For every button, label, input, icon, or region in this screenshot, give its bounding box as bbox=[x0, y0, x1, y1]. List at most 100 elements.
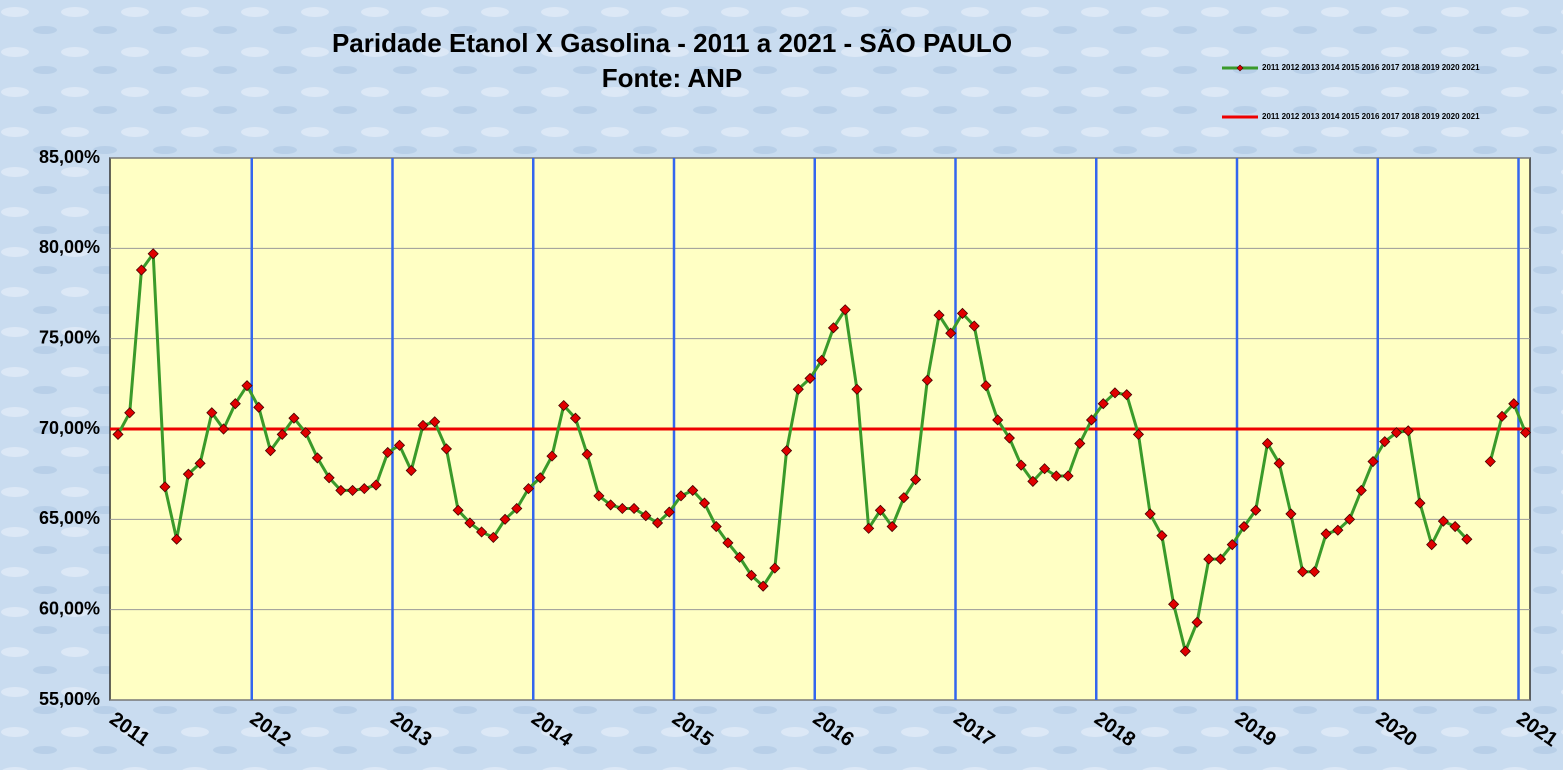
legend-label: 2011 2012 2013 2014 2015 2016 2017 2018 … bbox=[1262, 112, 1480, 121]
data-point bbox=[1484, 455, 1496, 468]
data-point bbox=[992, 414, 1004, 426]
data-point bbox=[1214, 553, 1227, 565]
data-point bbox=[1132, 428, 1145, 440]
data-point bbox=[1144, 508, 1156, 520]
data-point bbox=[171, 533, 183, 545]
data-point bbox=[1273, 457, 1285, 469]
data-point bbox=[1437, 515, 1449, 527]
data-point bbox=[851, 383, 863, 395]
y-tick-label: 55,00% bbox=[39, 689, 100, 709]
data-point bbox=[347, 484, 359, 496]
data-point bbox=[675, 490, 687, 502]
data-point bbox=[335, 484, 347, 496]
data-point bbox=[1179, 645, 1191, 657]
data-point bbox=[640, 510, 652, 522]
data-point bbox=[464, 517, 476, 529]
data-point bbox=[499, 513, 511, 525]
data-point bbox=[393, 439, 406, 451]
data-point bbox=[1039, 463, 1051, 475]
data-point bbox=[1085, 414, 1098, 426]
data-point bbox=[405, 464, 417, 477]
data-point bbox=[194, 457, 206, 469]
data-point bbox=[1168, 598, 1180, 610]
data-point bbox=[1355, 484, 1367, 496]
data-point bbox=[933, 309, 945, 321]
data-point bbox=[863, 522, 875, 534]
data-point bbox=[253, 401, 265, 413]
data-point bbox=[980, 380, 992, 392]
data-point bbox=[1074, 437, 1086, 450]
legend-label: 2011 2012 2013 2014 2015 2016 2017 2018 … bbox=[1262, 63, 1480, 72]
data-point bbox=[1519, 427, 1532, 439]
data-point bbox=[382, 446, 394, 459]
data-point bbox=[241, 380, 253, 392]
data-point bbox=[593, 490, 605, 502]
data-point bbox=[1297, 566, 1309, 578]
chart-title: Paridade Etanol X Gasolina - 2011 a 2021… bbox=[332, 28, 1012, 58]
data-point bbox=[1121, 389, 1133, 401]
data-point bbox=[1238, 520, 1250, 533]
data-point bbox=[546, 450, 558, 462]
data-point bbox=[745, 569, 757, 581]
y-tick-label: 65,00% bbox=[39, 508, 100, 528]
data-point bbox=[229, 398, 241, 410]
data-point bbox=[734, 551, 746, 563]
data-point bbox=[452, 504, 464, 516]
data-point bbox=[476, 526, 488, 538]
data-point bbox=[1062, 470, 1074, 482]
data-point bbox=[1402, 425, 1414, 437]
y-tick-label: 60,00% bbox=[39, 598, 100, 618]
data-point bbox=[1414, 497, 1426, 509]
data-point bbox=[440, 443, 452, 455]
data-point bbox=[135, 264, 148, 276]
data-point bbox=[769, 562, 781, 574]
data-point bbox=[804, 372, 816, 384]
data-point bbox=[1050, 470, 1062, 482]
data-point bbox=[1308, 566, 1320, 578]
data-point bbox=[1390, 427, 1403, 439]
data-point bbox=[511, 502, 523, 515]
data-point bbox=[910, 474, 922, 486]
data-point bbox=[159, 481, 171, 493]
data-point bbox=[945, 327, 957, 339]
data-point bbox=[710, 520, 722, 533]
data-point bbox=[1203, 553, 1215, 565]
data-point bbox=[1343, 513, 1356, 525]
data-point bbox=[874, 504, 886, 516]
data-point bbox=[628, 502, 640, 515]
data-point bbox=[827, 322, 840, 334]
data-point bbox=[1015, 459, 1027, 471]
data-point bbox=[1156, 530, 1168, 542]
data-point bbox=[886, 520, 898, 533]
data-point bbox=[112, 428, 124, 440]
data-point bbox=[651, 517, 664, 529]
data-point bbox=[276, 428, 288, 440]
data-point bbox=[288, 412, 300, 424]
chart-subtitle: Fonte: ANP bbox=[602, 63, 743, 93]
data-point bbox=[616, 502, 628, 515]
data-point bbox=[792, 383, 804, 395]
data-point bbox=[569, 412, 582, 424]
data-point bbox=[1097, 398, 1109, 410]
data-point bbox=[1003, 432, 1015, 444]
y-tick-label: 85,00% bbox=[39, 147, 100, 167]
data-point bbox=[370, 479, 382, 491]
data-point bbox=[217, 423, 230, 435]
data-point bbox=[487, 531, 499, 543]
y-tick-label: 75,00% bbox=[39, 327, 100, 347]
data-point bbox=[605, 499, 617, 511]
data-point bbox=[921, 374, 933, 386]
data-point bbox=[898, 492, 910, 504]
data-point bbox=[311, 452, 323, 464]
data-point bbox=[323, 472, 335, 484]
data-point bbox=[147, 248, 159, 260]
data-point bbox=[839, 304, 851, 316]
data-point bbox=[1426, 539, 1438, 551]
data-point bbox=[968, 320, 980, 332]
data-point bbox=[124, 407, 136, 419]
data-point bbox=[956, 307, 969, 319]
data-point bbox=[358, 483, 370, 495]
data-point bbox=[534, 472, 546, 484]
data-point bbox=[1379, 436, 1391, 448]
